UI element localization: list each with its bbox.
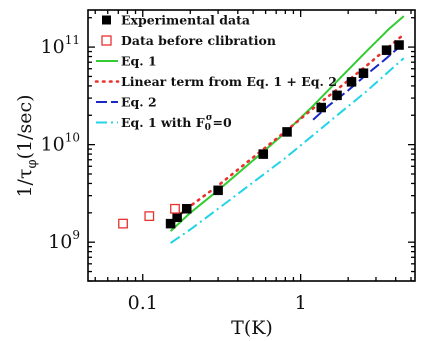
legend-label-0: Experimental data	[121, 13, 250, 28]
experimental-data-point	[165, 218, 176, 229]
experimental-data-point	[316, 102, 326, 113]
experimental-data-point	[172, 212, 182, 223]
y-axis-label-unit: (1/sec)	[14, 94, 36, 159]
experimental-data-point	[258, 149, 269, 159]
svg-text:1/τφ(1/sec): 1/τφ(1/sec)	[14, 94, 40, 197]
data-before-calibration-point	[144, 211, 155, 222]
legend: Experimental data Data before clibration E…	[94, 13, 337, 133]
x-tick-label: 1	[295, 292, 307, 314]
y-axis-label: 1/τφ(1/sec)	[14, 94, 40, 197]
legend-label-2: Eq. 1	[121, 54, 157, 69]
experimental-data-point	[381, 45, 392, 55]
experimental-data-point	[358, 68, 369, 78]
tick-labels: 0.1 1 109 1010 1011	[41, 33, 307, 314]
legend-symbol-experimental	[102, 15, 111, 25]
legend-symbol-before-calibration	[101, 35, 112, 46]
series-line-5	[170, 57, 405, 244]
y-tick-label: 1010	[41, 131, 80, 156]
series-line-3	[169, 33, 406, 224]
experimental-data-point	[282, 127, 292, 137]
legend-label-3: Linear term from Eq. 1 + Eq. 2	[121, 74, 337, 89]
experimental-data-point	[346, 77, 357, 87]
experimental-data-point	[213, 185, 223, 196]
legend-label-5: Eq. 1 with F0σ=0	[121, 113, 232, 133]
y-axis-label-subscript: φ	[25, 159, 40, 168]
series-markers	[118, 40, 404, 229]
experimental-data-point	[332, 90, 342, 101]
data-before-calibration-point	[118, 218, 128, 229]
y-axis-label-main: 1/τ	[14, 169, 36, 198]
data-before-calibration-point	[170, 203, 180, 214]
axis-ticks	[88, 10, 415, 282]
x-tick-label: 0.1	[128, 292, 158, 314]
x-axis-label: T(K)	[231, 317, 273, 339]
legend-label-4: Eq. 2	[121, 95, 157, 110]
plot-frame	[87, 9, 416, 282]
experimental-data-point	[394, 40, 404, 50]
experimental-data-point	[182, 204, 192, 214]
series-line-2	[169, 15, 405, 232]
legend-label-1: Data before clibration	[121, 33, 276, 48]
y-tick-label: 109	[48, 228, 80, 253]
y-tick-label: 1011	[41, 33, 80, 58]
